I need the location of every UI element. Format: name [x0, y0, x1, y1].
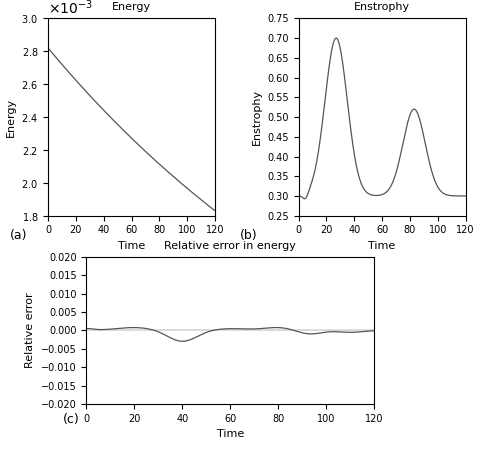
Title: Enstrophy: Enstrophy — [354, 2, 410, 12]
Y-axis label: Energy: Energy — [6, 97, 16, 137]
Text: (c): (c) — [62, 413, 79, 426]
X-axis label: Time: Time — [369, 241, 396, 251]
Title: Energy: Energy — [112, 2, 151, 12]
Y-axis label: Enstrophy: Enstrophy — [252, 89, 262, 145]
Text: (a): (a) — [10, 230, 27, 242]
Text: (b): (b) — [240, 230, 258, 242]
X-axis label: Time: Time — [217, 429, 244, 439]
X-axis label: Time: Time — [118, 241, 145, 251]
Y-axis label: Relative error: Relative error — [25, 293, 36, 368]
Title: Relative error in energy: Relative error in energy — [165, 241, 296, 251]
